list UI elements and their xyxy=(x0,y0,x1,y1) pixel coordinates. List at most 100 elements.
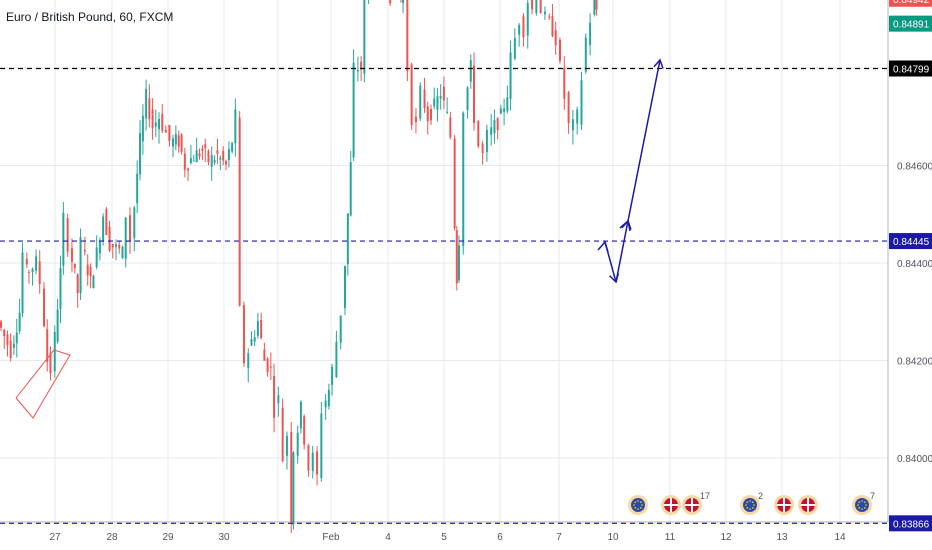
candle-body xyxy=(247,353,250,369)
candle-body xyxy=(410,64,413,126)
candle-body xyxy=(27,271,30,273)
candle-body xyxy=(324,400,327,408)
candle-body xyxy=(327,389,330,407)
candle-body xyxy=(595,0,598,10)
candle-body xyxy=(535,0,538,14)
y-tick-label: 0.84400 xyxy=(897,259,932,270)
eu-flag-icon[interactable] xyxy=(628,495,648,515)
candle-body xyxy=(352,62,355,158)
candle-body xyxy=(111,243,114,248)
x-tick-label: 7 xyxy=(556,532,562,543)
candle-body xyxy=(263,349,266,361)
candle-body xyxy=(292,452,295,525)
candle-body xyxy=(177,135,180,147)
candle-body xyxy=(493,120,496,134)
projection-arrow[interactable] xyxy=(627,59,661,222)
uk-flag-icon[interactable]: 17 xyxy=(682,491,710,515)
candle-body xyxy=(548,16,551,18)
x-tick-label: Feb xyxy=(322,532,340,543)
flag-star xyxy=(641,504,643,506)
candle-body xyxy=(273,375,276,418)
candle-body xyxy=(219,157,222,160)
candle-body xyxy=(446,111,449,113)
candle-body xyxy=(554,30,557,46)
candle-body xyxy=(320,413,323,479)
candle-body xyxy=(18,312,21,332)
candle-body xyxy=(102,216,105,242)
secondary-price-label: 0.84891 xyxy=(893,20,930,31)
candle-body xyxy=(559,39,561,61)
flag-star xyxy=(864,507,866,509)
candle-body xyxy=(227,149,230,160)
uk-flag-icon[interactable] xyxy=(661,495,681,515)
candle-body xyxy=(589,22,592,45)
candle-body xyxy=(86,264,89,276)
current-price-label-bg xyxy=(889,0,932,7)
candle-body xyxy=(571,119,574,131)
candle-body xyxy=(76,274,79,294)
uk-flag-icon[interactable] xyxy=(774,495,794,515)
eu-flag-icon[interactable]: 7 xyxy=(852,491,875,515)
candle-body xyxy=(213,159,216,163)
candle-body xyxy=(285,435,288,456)
candle-body xyxy=(506,97,509,112)
candle-body xyxy=(139,133,142,175)
candle-body xyxy=(485,129,488,153)
candle-body xyxy=(98,241,101,254)
candle-body xyxy=(124,217,127,259)
candle-body xyxy=(311,452,314,471)
candle-body xyxy=(154,122,157,127)
candle-body xyxy=(543,11,546,15)
candle-body xyxy=(526,2,529,36)
event-count: 7 xyxy=(870,491,875,501)
x-tick-label: 11 xyxy=(665,532,676,543)
chart-title: Euro / British Pound, 60, FXCM xyxy=(6,10,174,24)
candle-body xyxy=(457,245,460,281)
candle-body xyxy=(49,352,52,374)
candle-body xyxy=(250,339,253,346)
candle-body xyxy=(118,244,121,249)
y-tick-label: 0.84600 xyxy=(897,162,932,173)
candle-body xyxy=(316,451,319,475)
flag-star xyxy=(865,504,867,506)
candle-body xyxy=(344,266,346,308)
flag-star xyxy=(746,507,748,509)
secondary-price-label-bg xyxy=(889,15,932,32)
candle-body xyxy=(389,0,392,4)
uk-flag-icon[interactable] xyxy=(798,495,818,515)
candle-body xyxy=(339,315,342,343)
candle-body xyxy=(79,237,82,293)
candle-body xyxy=(201,148,204,152)
candle-body xyxy=(59,268,62,310)
flag-star xyxy=(640,507,642,509)
candle-body xyxy=(70,248,73,262)
candle-body xyxy=(473,65,475,123)
candle-body xyxy=(0,321,2,328)
candle-body xyxy=(469,60,472,82)
candle-body xyxy=(242,305,245,364)
x-tick-label: 4 xyxy=(385,532,391,543)
projection-arrow[interactable] xyxy=(615,220,629,283)
candle-body xyxy=(207,150,210,163)
x-tick-label: 29 xyxy=(162,532,174,543)
candle-body xyxy=(234,109,237,144)
candle-body xyxy=(73,263,76,269)
flag-star xyxy=(749,500,751,502)
flag-star xyxy=(752,501,754,503)
candle-body xyxy=(260,320,263,339)
candle-body xyxy=(231,143,234,152)
candle-body xyxy=(108,226,111,251)
flag-star xyxy=(634,507,636,509)
candle-body xyxy=(3,329,6,337)
flag-star xyxy=(634,501,636,503)
eu-flag-icon[interactable]: 2 xyxy=(740,491,763,515)
candle-body xyxy=(296,432,299,456)
candle-body xyxy=(15,332,18,344)
candle-body xyxy=(335,341,338,378)
candle-body xyxy=(129,215,131,241)
flag-star xyxy=(633,504,635,506)
candle-body xyxy=(522,16,525,38)
x-tick-label: 10 xyxy=(607,532,619,543)
candle-body xyxy=(277,395,280,404)
